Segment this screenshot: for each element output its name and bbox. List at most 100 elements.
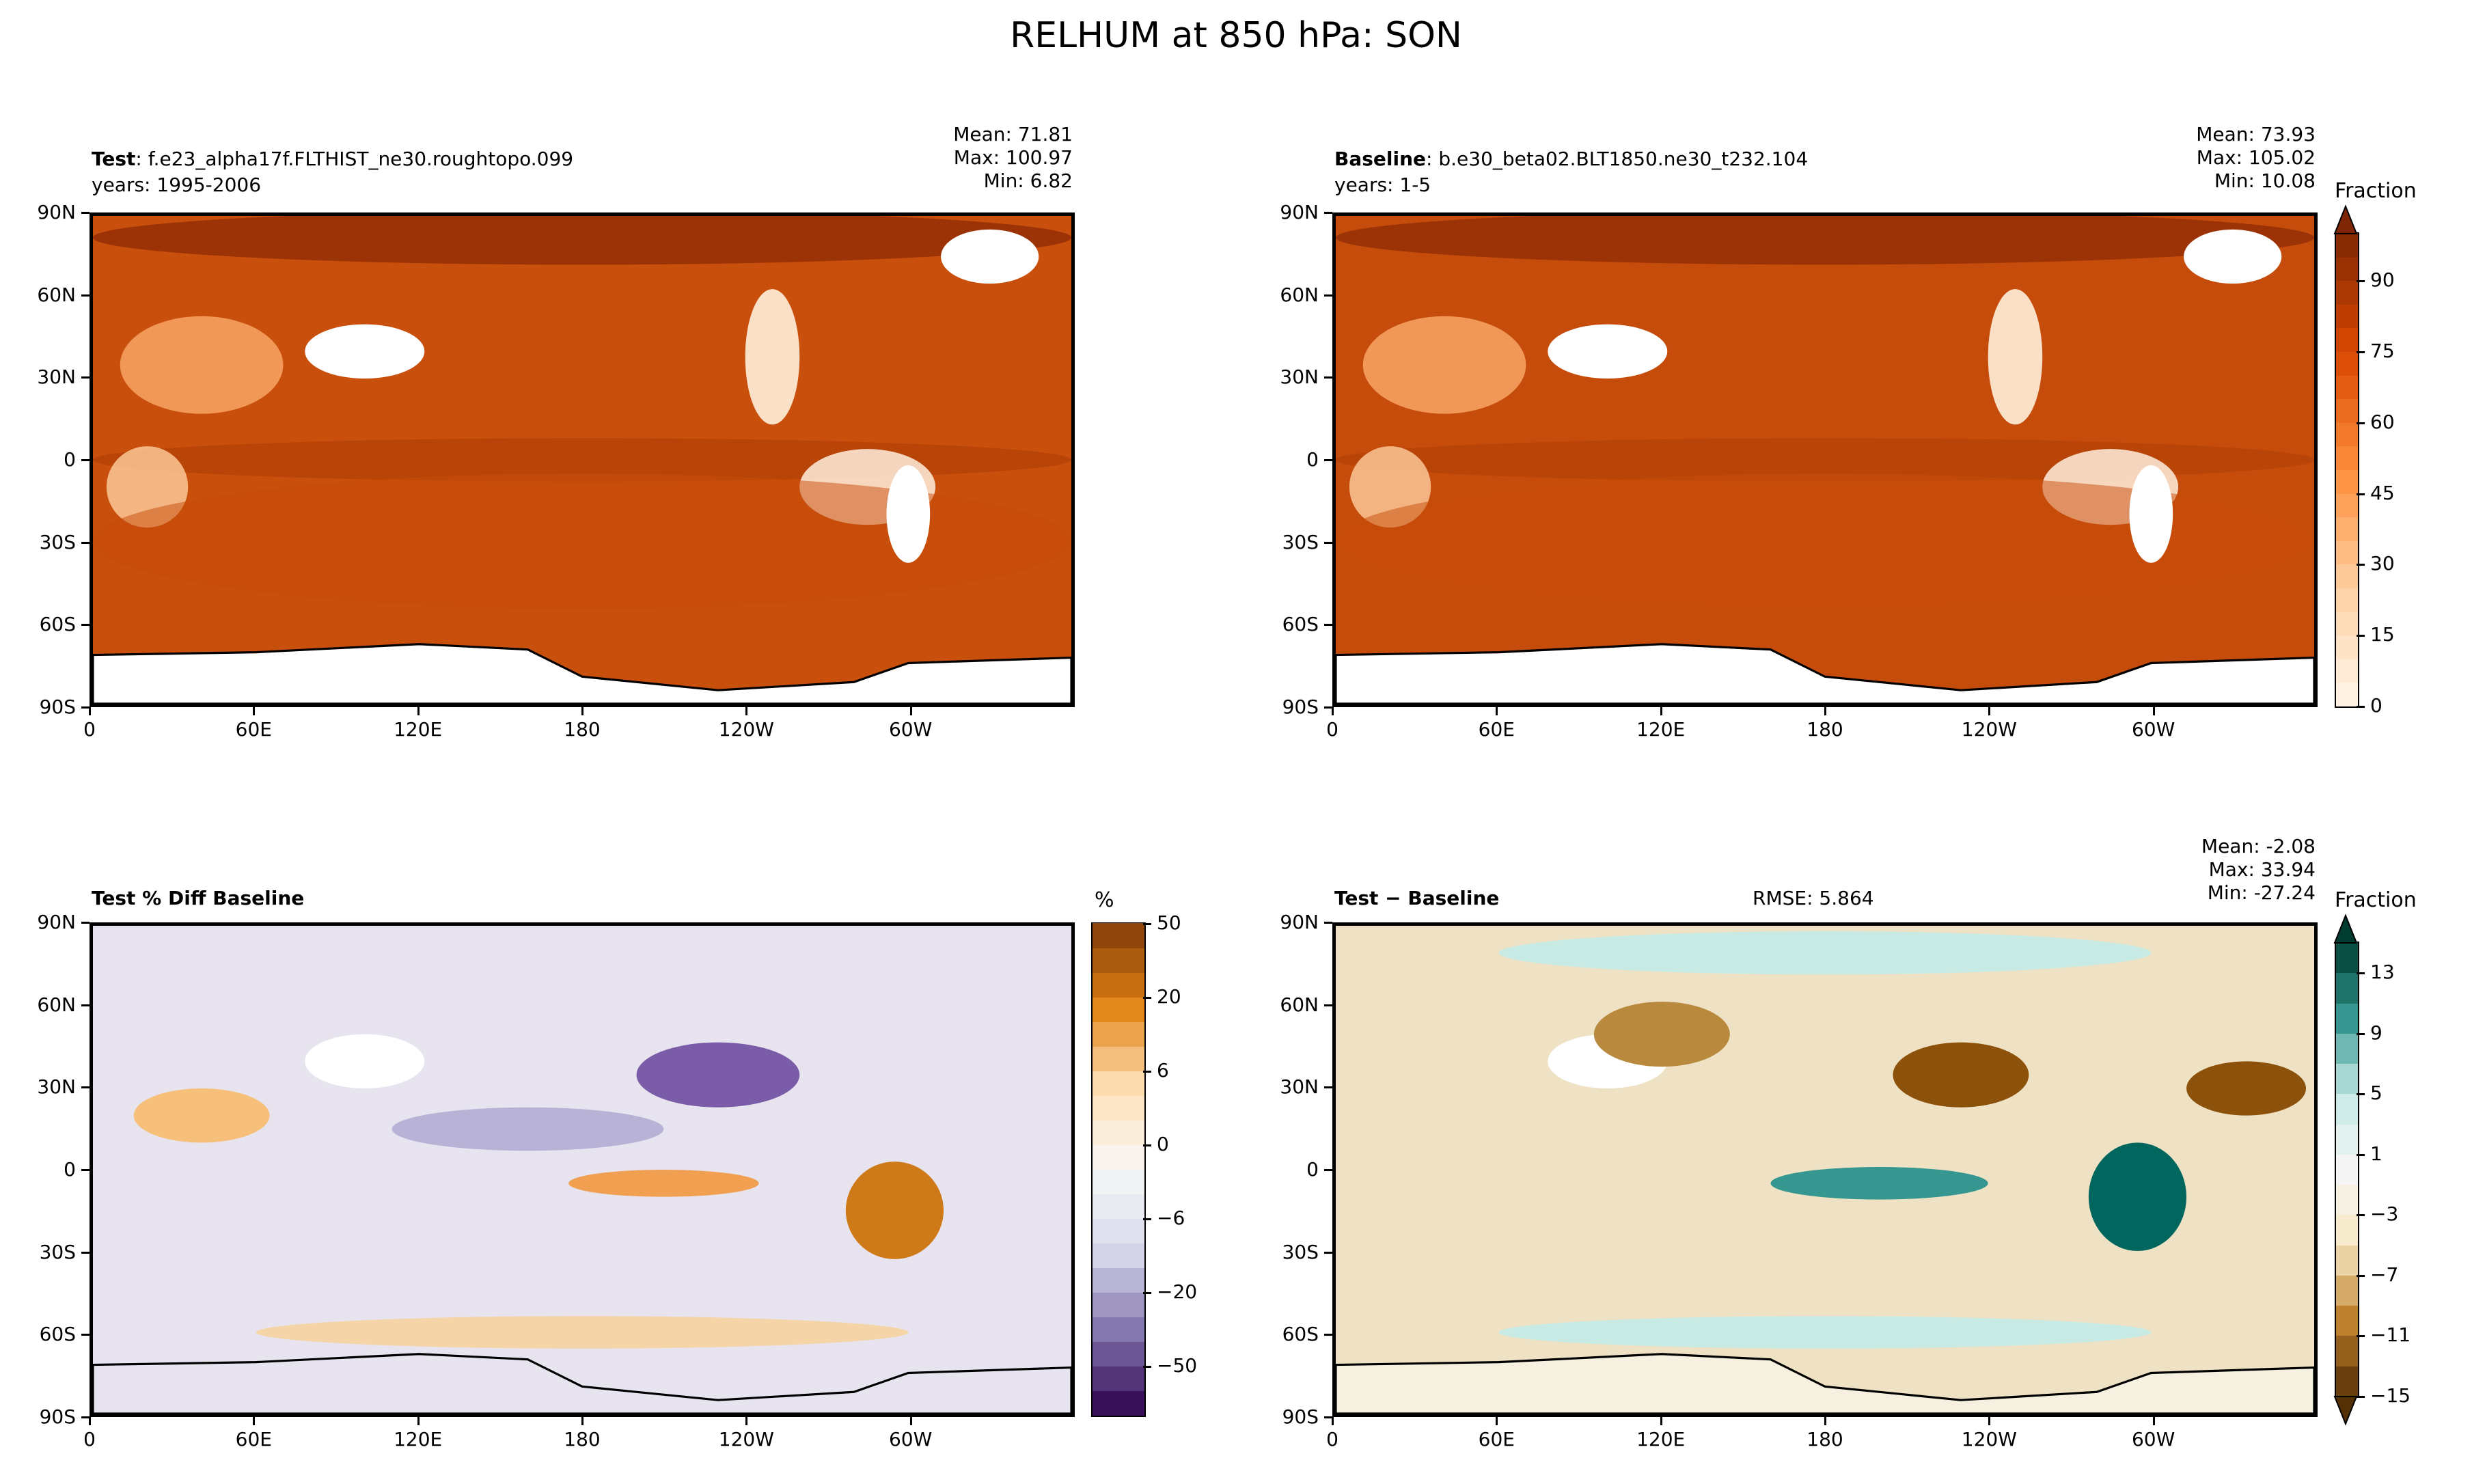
- colorbar-tick-label: −3: [2370, 1203, 2399, 1226]
- lon-tick-label: 60W: [888, 718, 933, 741]
- colorbar-segment: [1093, 1243, 1144, 1268]
- lon-tick-label: 120E: [394, 1428, 443, 1451]
- colorbar-segment: [2336, 1365, 2358, 1397]
- colorbar-tick-label: 30: [2370, 552, 2395, 575]
- colorbar-segment: [2336, 493, 2358, 518]
- colorbar-segment: [2336, 351, 2358, 376]
- lon-tick-label: 0: [1326, 718, 1338, 741]
- baseline-label: Baseline: b.e30_beta02.BLT1850.ne30_t232…: [1334, 148, 1809, 170]
- lat-tick-label: 90S: [1282, 1405, 1319, 1428]
- lat-tick-label: 90N: [37, 201, 76, 223]
- lat-tick-label: 60S: [1282, 1323, 1319, 1346]
- colorbar-segment: [2336, 1093, 2358, 1125]
- lat-tick-label: 60S: [39, 1323, 76, 1346]
- colorbar-segment: [2336, 327, 2358, 352]
- lat-tick-label: 30N: [1280, 366, 1319, 389]
- colorbar-segment: [2336, 1123, 2358, 1155]
- field-region: [93, 216, 1071, 265]
- colorbar-segment: [1093, 1292, 1144, 1317]
- colorbar-segment: [2336, 233, 2358, 258]
- pct-diff-label: Test % Diff Baseline: [92, 887, 305, 909]
- colorbar-segment: [1093, 1144, 1144, 1170]
- tick-mark: [81, 706, 90, 709]
- colorbar-tick-label: 90: [2370, 269, 2395, 292]
- tick-mark: [1324, 1334, 1332, 1336]
- tick-mark: [81, 541, 90, 544]
- lat-tick-label: 30N: [37, 366, 76, 389]
- test-map: [90, 212, 1075, 707]
- colorbar-segment: [1093, 1194, 1144, 1219]
- tick-mark: [1324, 1251, 1332, 1254]
- tick-mark: [1332, 1417, 1334, 1425]
- diff-label: Test − Baseline: [1334, 887, 1500, 909]
- lon-tick-label: 60W: [2131, 718, 2175, 741]
- lat-tick-label: 60N: [1280, 993, 1319, 1016]
- colorbar-segment: [1093, 997, 1144, 1022]
- diff-stats: Mean: -2.08 Max: 33.94 Min: -27.24: [2201, 835, 2316, 904]
- colorbar-segment: [2336, 256, 2358, 281]
- lat-tick-label: 30S: [39, 530, 76, 553]
- tick-mark: [1143, 1144, 1151, 1146]
- colorbar-title-pct: %: [1095, 888, 1114, 912]
- field-region: [305, 1034, 425, 1088]
- colorbar-tick-label: −50: [1157, 1354, 1198, 1377]
- lat-tick-label: 0: [64, 1158, 76, 1181]
- baseline-years: years: 1-5: [1334, 174, 1431, 196]
- field-region: [1548, 324, 1668, 379]
- tick-mark: [2357, 1032, 2365, 1035]
- colorbar-segment: [2336, 635, 2358, 659]
- colorbar-segment: [2336, 611, 2358, 636]
- test-label: Test: f.e23_alpha17f.FLTHIST_ne30.rought…: [92, 148, 574, 170]
- tick-mark: [253, 707, 256, 715]
- lon-tick-label: 120W: [718, 718, 774, 741]
- colorbar-extend-max: [2333, 913, 2358, 944]
- tick-mark: [2357, 635, 2365, 637]
- colorbar-segment: [2336, 469, 2358, 494]
- field-region: [1498, 1316, 2152, 1349]
- colorbar-tick-label: 5: [2370, 1082, 2382, 1105]
- lat-tick-label: 30N: [1280, 1075, 1319, 1099]
- lat-tick-label: 90N: [1280, 201, 1319, 223]
- colorbar-segment: [2336, 422, 2358, 447]
- lat-tick-label: 30S: [1282, 1240, 1319, 1263]
- colorbar-title-top: Fraction: [2335, 179, 2417, 203]
- tick-mark: [2357, 972, 2365, 975]
- tick-mark: [89, 707, 91, 715]
- lon-tick-label: 120W: [1961, 718, 2017, 741]
- tick-mark: [1143, 997, 1151, 999]
- colorbar-segment: [1093, 1267, 1144, 1293]
- field-region: [120, 316, 284, 414]
- colorbar-tick-label: −15: [2370, 1384, 2411, 1407]
- tick-mark: [2357, 280, 2365, 283]
- field-contours: [1336, 216, 2314, 704]
- lon-tick-label: 0: [1326, 1428, 1338, 1451]
- lon-tick-label: 180: [564, 1428, 601, 1451]
- colorbar-segment: [2336, 1305, 2358, 1336]
- baseline-map: [1332, 212, 2318, 707]
- lon-tick-label: 180: [1807, 1428, 1843, 1451]
- colorbar-tick-label: −11: [2370, 1323, 2411, 1347]
- field-region: [2184, 229, 2282, 284]
- tick-mark: [1143, 1071, 1151, 1073]
- colorbar-segment: [1093, 923, 1144, 948]
- lat-tick-label: 30S: [1282, 530, 1319, 553]
- tick-mark: [2357, 1335, 2365, 1338]
- tick-mark: [417, 1417, 420, 1425]
- tick-mark: [581, 1417, 583, 1425]
- tick-mark: [1324, 376, 1332, 379]
- colorbar-fraction-top: 0 15 30 45 60 75 90: [2333, 204, 2395, 717]
- colorbar-segment: [2336, 374, 2358, 400]
- tick-mark: [1660, 707, 1662, 715]
- lon-tick-label: 60E: [235, 718, 272, 741]
- tick-mark: [2357, 1396, 2365, 1398]
- colorbar-extend-max: [2333, 204, 2358, 234]
- tick-mark: [81, 1004, 90, 1006]
- tick-mark: [2357, 422, 2365, 424]
- field-region: [93, 473, 1071, 609]
- colorbar-segment: [2336, 1063, 2358, 1095]
- colorbar-segment: [2336, 1214, 2358, 1246]
- colorbar-percent: 50 20 6 0 −6 −20 −50: [1091, 911, 1197, 1417]
- tick-mark: [2357, 1153, 2365, 1156]
- tick-mark: [2357, 1093, 2365, 1096]
- field-region: [133, 1088, 270, 1143]
